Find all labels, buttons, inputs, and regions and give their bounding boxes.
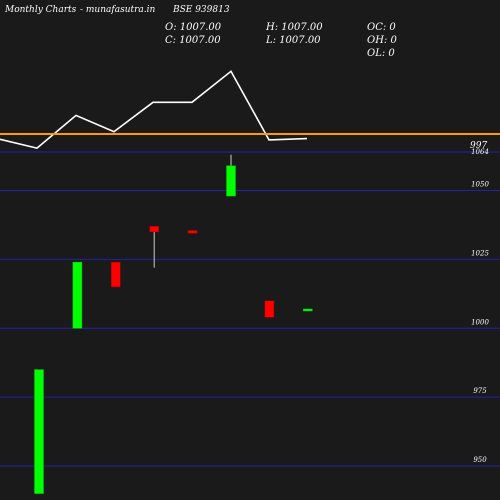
candle-body xyxy=(187,230,198,234)
candle xyxy=(34,369,44,494)
open-value: O: 1007.00 xyxy=(165,22,222,33)
site-url: - munafasutra.in xyxy=(80,5,156,15)
y-tick-label: 975 xyxy=(473,387,487,395)
candle xyxy=(303,308,313,312)
candle-body xyxy=(34,369,44,494)
site-title: Monthly Charts xyxy=(4,5,77,15)
close-value: C: 1007.00 xyxy=(165,35,221,46)
current-price-label: 997 xyxy=(470,141,487,151)
candle xyxy=(111,261,121,288)
y-tick-label: 1050 xyxy=(471,181,489,189)
candle xyxy=(72,261,83,329)
candle-body xyxy=(264,300,275,318)
y-tick-label: 1000 xyxy=(471,318,489,326)
candle xyxy=(264,300,275,318)
y-tick-label: 950 xyxy=(473,456,487,464)
oh-value: OH: 0 xyxy=(367,35,397,46)
candle-body xyxy=(149,226,159,233)
y-axis-ticks: 1064 1050 1025 1000 975 950 xyxy=(471,148,489,464)
grid-lines xyxy=(0,151,500,467)
ol-value: OL: 0 xyxy=(367,48,395,59)
candle xyxy=(149,226,159,268)
trend-line-group xyxy=(0,70,308,149)
symbol-label: BSE 939813 xyxy=(172,5,230,15)
candle-body xyxy=(303,308,313,312)
trend-line xyxy=(0,70,308,149)
candle xyxy=(226,154,236,197)
candle xyxy=(187,230,198,234)
y-tick-label: 1064 xyxy=(471,148,489,156)
oc-value: OC: 0 xyxy=(367,22,396,33)
y-tick-label: 1025 xyxy=(471,249,489,257)
low-value: L: 1007.00 xyxy=(265,35,321,46)
candle-body xyxy=(111,261,121,288)
candles xyxy=(34,154,313,494)
candle-body xyxy=(226,165,236,197)
high-value: H: 1007.00 xyxy=(265,22,323,33)
candle-body xyxy=(72,261,83,329)
